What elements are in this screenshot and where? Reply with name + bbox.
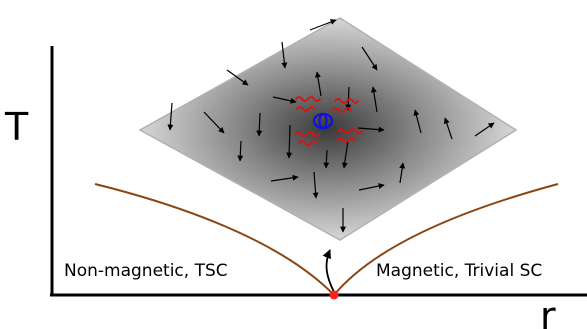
wavy-line	[296, 106, 316, 112]
critical-point	[329, 290, 339, 300]
fluctuation-plane	[138, 17, 518, 241]
spin-arrow	[226, 69, 249, 86]
spin-arrow	[272, 96, 297, 104]
spin-arrow	[358, 183, 385, 191]
wavy-line	[294, 131, 320, 137]
region-label-right: Magnetic, Trivial SC	[376, 261, 542, 281]
zoom-arrow	[322, 249, 335, 293]
spin-arrow	[286, 124, 293, 159]
fluctuation-lines	[294, 96, 363, 146]
spin-arrow	[256, 112, 263, 137]
spin-arrow	[413, 109, 422, 134]
spin-arrow	[357, 126, 385, 133]
spin-arrow	[370, 86, 378, 113]
wavy-line	[298, 140, 318, 146]
region-label-left: Non-magnetic, TSC	[64, 261, 228, 281]
wavy-line	[295, 96, 321, 102]
x-axis-label: r	[540, 294, 556, 329]
spin-arrow	[323, 149, 330, 169]
phase-boundary-left	[94, 183, 335, 296]
spin-arrows	[167, 19, 495, 233]
spin-arrow	[361, 46, 378, 71]
spin-arrow	[341, 139, 349, 169]
vortex-inner-ring	[318, 112, 328, 130]
vortex-icon	[312, 112, 334, 130]
spin-arrow	[474, 122, 495, 137]
wavy-line	[337, 128, 363, 134]
phase-boundary-right	[333, 183, 559, 296]
spin-arrow	[443, 117, 453, 140]
spin-arrow	[270, 174, 299, 182]
spin-arrow	[281, 41, 288, 69]
spin-arrow	[309, 19, 337, 31]
wavy-line	[334, 98, 359, 104]
wavy-line	[332, 107, 352, 113]
wavy-line	[336, 137, 356, 143]
spin-arrow	[167, 102, 174, 131]
y-axis-label: T	[4, 105, 29, 149]
spin-arrow	[399, 162, 406, 184]
spin-arrow	[312, 171, 319, 199]
spin-arrow	[237, 140, 244, 162]
spin-arrow	[314, 71, 322, 97]
spin-arrow	[203, 111, 225, 134]
